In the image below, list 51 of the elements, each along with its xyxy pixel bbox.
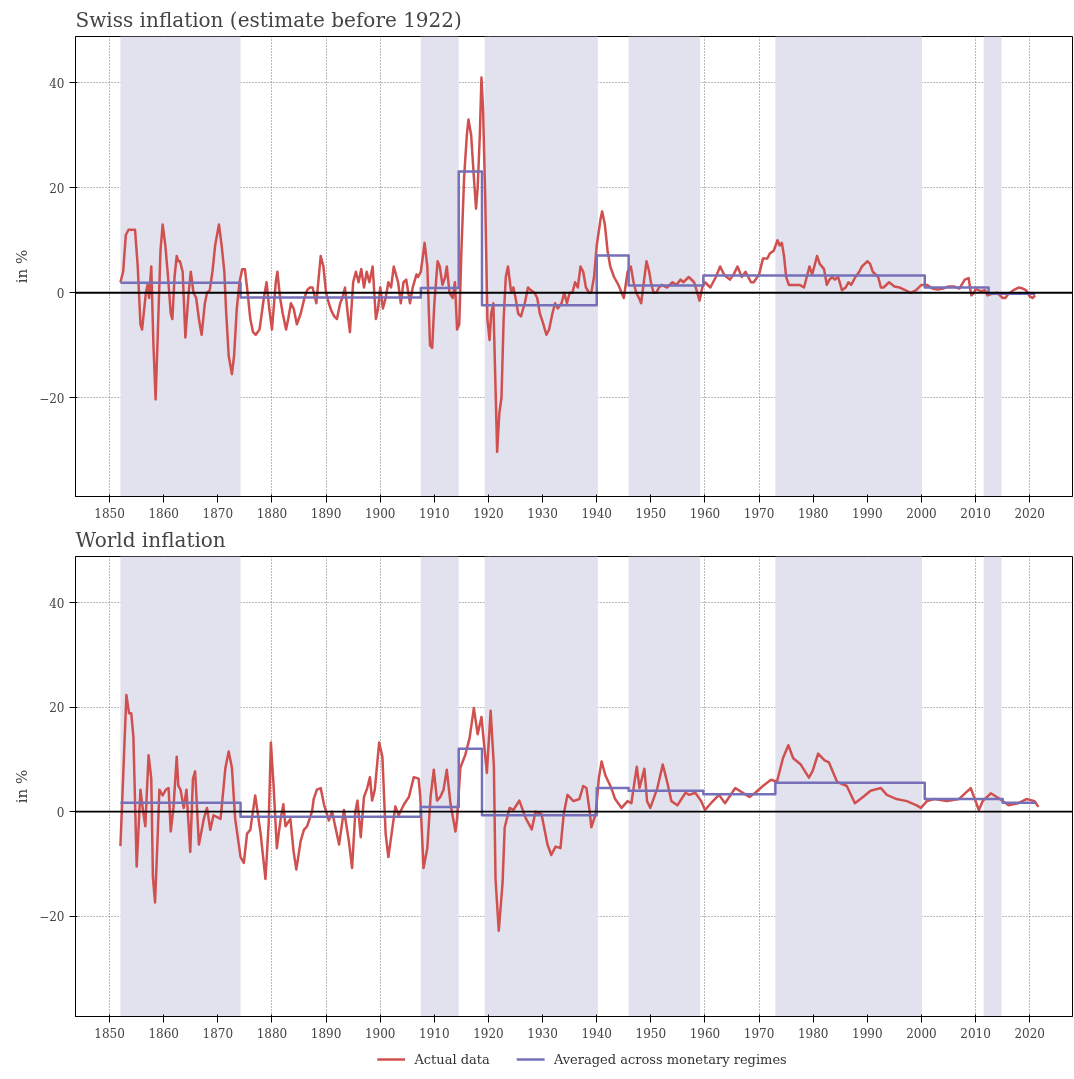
legend-label: Actual data [413, 1052, 490, 1067]
y-tick-label: 20 [49, 701, 65, 716]
line-series [119, 693, 1040, 933]
y-tick-label: −20 [39, 391, 65, 406]
x-tick-label: 1850 [94, 506, 125, 521]
x-tick-label: 1910 [419, 1026, 450, 1041]
x-tick-label: 1920 [473, 1026, 504, 1041]
x-tick-label: 1980 [797, 1026, 829, 1041]
x-tick-label: 1930 [527, 1026, 558, 1041]
x-tick-label: 1890 [310, 1026, 342, 1041]
x-tick-label: 1990 [852, 1026, 883, 1041]
x-tick-label: 1980 [797, 506, 829, 521]
x-tick-label: 2010 [960, 506, 991, 521]
x-tick-label: 1950 [635, 506, 667, 521]
x-tick-label: 2020 [1014, 506, 1046, 521]
x-tick-label: 1850 [94, 1026, 125, 1041]
legend-label: Averaged across monetary regimes [552, 1052, 787, 1067]
x-tick-label: 1990 [852, 506, 883, 521]
x-tick-label: 2000 [906, 1026, 937, 1041]
x-tick-label: 1870 [202, 506, 234, 521]
x-tick-label: 1970 [743, 506, 775, 521]
chart-title: Swiss inflation (estimate before 1922) [75, 7, 462, 32]
x-tick-label: 1890 [310, 506, 342, 521]
x-tick-label: 1940 [581, 1026, 613, 1041]
x-tick-label: 1870 [202, 1026, 234, 1041]
y-axis-title: in % [13, 769, 32, 804]
x-tick-label: 1880 [256, 1026, 288, 1041]
x-tick-label: 2020 [1014, 1026, 1046, 1041]
x-tick-label: 1940 [581, 506, 613, 521]
x-tick-label: 1930 [527, 506, 558, 521]
y-tick-label: 20 [49, 181, 65, 196]
x-tick-label: 1950 [635, 1026, 667, 1041]
y-tick-label: 0 [56, 805, 65, 820]
x-tick-label: 1860 [148, 1026, 179, 1041]
y-tick-label: 40 [49, 76, 65, 91]
y-tick-label: 40 [49, 596, 65, 611]
x-tick-label: 1960 [689, 1026, 721, 1041]
x-tick-label: 1880 [256, 506, 288, 521]
chart-title: World inflation [75, 527, 226, 552]
x-tick-label: 1900 [364, 1026, 396, 1041]
x-tick-label: 2000 [906, 506, 937, 521]
x-tick-label: 2010 [960, 1026, 991, 1041]
y-tick-label: 0 [56, 286, 65, 301]
x-tick-label: 1960 [689, 506, 721, 521]
y-axis-title: in % [13, 249, 32, 284]
x-tick-label: 1910 [419, 506, 450, 521]
x-tick-label: 1920 [473, 506, 504, 521]
x-tick-label: 1900 [364, 506, 396, 521]
x-tick-label: 1970 [743, 1026, 775, 1041]
y-tick-label: −20 [39, 910, 65, 925]
x-tick-label: 1860 [148, 506, 179, 521]
